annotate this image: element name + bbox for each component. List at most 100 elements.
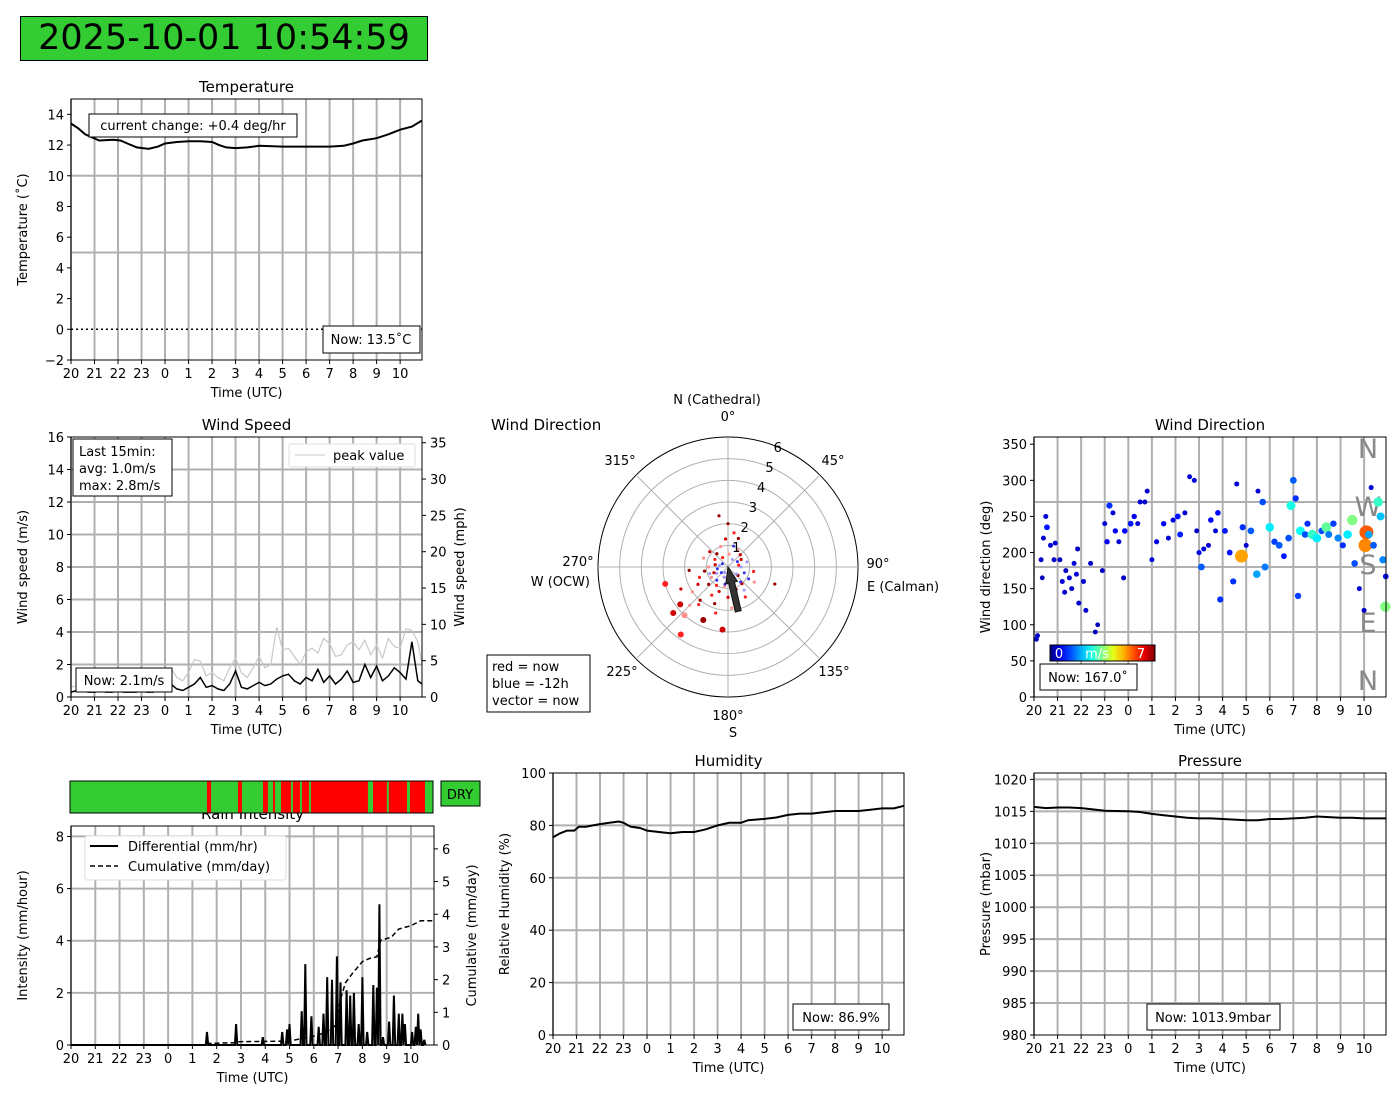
x-tick-label: 10 [392, 367, 409, 382]
wind-direction-point [1217, 596, 1224, 603]
compass-label-east: E (Calman) [867, 580, 939, 595]
y-axis-label: Wind speed (m/s) [16, 510, 31, 624]
wind-direction-point [1197, 563, 1205, 571]
y-tick-label: 0 [538, 1029, 546, 1044]
x-tick-label: 5 [278, 704, 286, 719]
wind-direction-point [1301, 531, 1309, 538]
wind-point-now [702, 569, 707, 573]
x-axis-label: Time (UTC) [692, 1061, 765, 1076]
wind-direction-point [1191, 477, 1197, 483]
y-tick-label: 1010 [994, 837, 1027, 852]
x-tick-label: 20 [1026, 1042, 1043, 1057]
y-tick-label: 14 [47, 108, 64, 123]
wind-direction-point [1187, 474, 1193, 480]
y-tick-label: 200 [1002, 547, 1027, 562]
wind-direction-point [1226, 549, 1233, 556]
y-right-tick-label: 1 [442, 1006, 450, 1021]
y-tick-label: 50 [1010, 655, 1027, 670]
x-tick-label: 21 [1049, 1042, 1066, 1057]
chart-title: Wind Direction [1155, 416, 1265, 434]
compass-label-north: N (Cathedral) [673, 393, 761, 408]
wind-direction-point [1063, 568, 1069, 574]
now-annotation: Now: 13.5˚C [331, 332, 412, 348]
wind-point-now [752, 580, 756, 584]
x-tick-label: 4 [261, 1052, 269, 1067]
x-tick-label: 23 [133, 704, 150, 719]
x-tick-label: 23 [1096, 1042, 1113, 1057]
wind-point-now [714, 611, 718, 615]
speed-colorbar [1049, 644, 1156, 662]
stats-line: Last 15min: [79, 445, 156, 460]
polar-spoke [727, 474, 821, 568]
wind-point-now [739, 557, 743, 562]
rain-status-bar-frame [69, 780, 434, 814]
x-tick-label: 21 [568, 1042, 585, 1057]
x-tick-label: 1 [666, 1042, 674, 1057]
colorbar-min-label: 0 [1055, 647, 1063, 662]
wind-direction-point [1106, 502, 1113, 509]
wind-point-now [717, 589, 721, 594]
wind-direction-point [1088, 560, 1094, 566]
x-axis-label: Time (UTC) [1173, 723, 1246, 738]
y-tick-label: 0 [1019, 691, 1027, 706]
x-tick-label: 9 [383, 1052, 391, 1067]
wind-direction-point [1038, 557, 1044, 563]
y-tick-label: 8 [56, 200, 64, 215]
x-tick-label: 9 [1336, 704, 1344, 719]
datetime-banner: 2025-10-01 10:54:59 [20, 16, 428, 61]
radial-tick-label: 5 [765, 461, 773, 476]
now-annotation-box [792, 1003, 890, 1031]
wind-direction-point [1292, 495, 1299, 502]
wind-direction-point [1373, 497, 1383, 507]
wet-period [373, 781, 387, 813]
y-axis-label: Relative Humidity (%) [498, 833, 513, 975]
x-tick-label: 1 [1148, 1042, 1156, 1057]
chart-title: Wind Direction [491, 416, 601, 434]
compass-label-west: W (OCW) [531, 575, 590, 590]
wind-direction-point [1261, 563, 1269, 571]
x-tick-label: 4 [255, 367, 263, 382]
angle-label: 225° [606, 665, 637, 680]
wind-direction-point [1153, 539, 1160, 545]
x-tick-label: 20 [63, 704, 80, 719]
compass-letter: E [1359, 608, 1376, 639]
wind-point-old [745, 560, 749, 564]
y-tick-label: 10 [47, 529, 64, 544]
chart-title: Temperature [198, 78, 294, 96]
wind-point-now [752, 569, 756, 574]
wind-point-now [677, 631, 684, 638]
wind-direction-point [1356, 586, 1362, 592]
wind-direction-point [1380, 601, 1391, 612]
x-tick-label: 9 [372, 704, 380, 719]
legend-box [486, 654, 591, 713]
y-right-tick-label: 30 [430, 473, 447, 488]
wind-point-now [697, 575, 702, 579]
x-tick-label: 2 [208, 704, 216, 719]
wind-point-old [720, 562, 724, 566]
wind-point-now [690, 590, 695, 594]
x-tick-label: 0 [643, 1042, 651, 1057]
wind-point-now [719, 626, 726, 633]
wind-point-now [670, 609, 677, 616]
wind-direction-point [1275, 541, 1283, 549]
rain-status-badge [440, 780, 481, 807]
y-tick-label: 60 [529, 872, 546, 887]
wind-direction-point [1127, 520, 1134, 527]
x-tick-label: 20 [63, 367, 80, 382]
y-right-tick-label: 5 [430, 655, 438, 670]
wind-direction-ts-chart: 20 21 22 23 0 1 2 3 4 5 6 7 8 9 1005010015020025030035… [979, 416, 1391, 738]
wind-direction-point [1201, 546, 1207, 552]
y-right-tick-label: 6 [442, 843, 450, 858]
wind-direction-point [1358, 538, 1372, 553]
y-right-tick-label: 35 [430, 437, 447, 452]
y-axis-right-label: Wind speed (mph) [453, 507, 468, 627]
x-tick-label: 22 [110, 704, 127, 719]
x-tick-label: 3 [237, 1052, 245, 1067]
now-annotation: Now: 167.0˚ [1048, 670, 1128, 686]
wind-direction-point [1116, 539, 1122, 545]
wind-direction-point [1066, 575, 1072, 581]
wind-point-now [726, 595, 730, 599]
wind-direction-point [1051, 557, 1057, 563]
wind-point-old [715, 572, 719, 575]
